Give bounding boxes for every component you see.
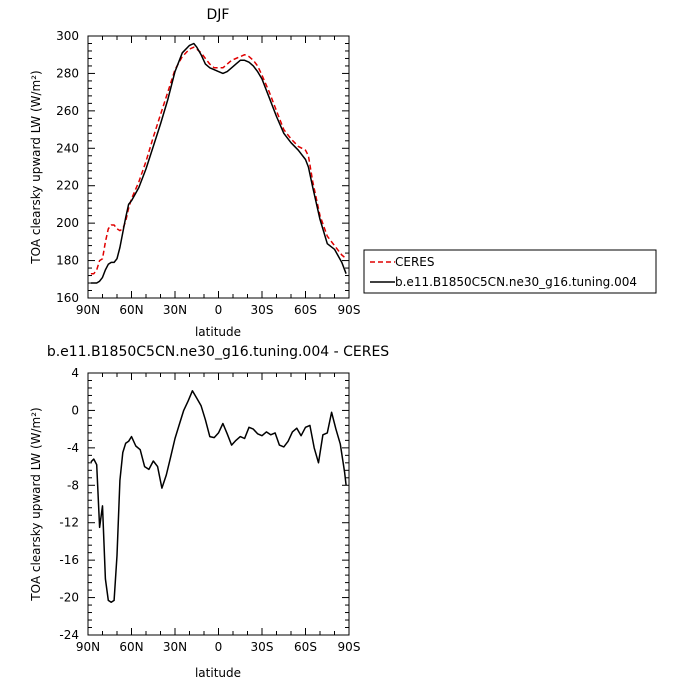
top-x-tick-label-2: 30N [163,303,187,317]
legend-box [363,249,657,294]
bottom-x-tick-label-6: 90S [338,640,361,654]
top-y-tick-label-7: 300 [56,29,79,43]
top-plot-area: 90N 60N 30N 0 30S 60S 90S 160 180 200 220 240 260 280… [56,29,360,317]
bottom-y-tick-label-3: -12 [59,516,79,530]
bottom-series-line-0 [90,390,347,604]
top-y-tick-label-4: 240 [56,141,79,155]
bottom-x-tick-label-1: 60N [119,640,143,654]
bottom-y-tick-label-4: -8 [67,478,79,492]
bottom-x-tick-label-4: 30S [251,640,274,654]
bottom-y-tick-label-6: 0 [71,403,79,417]
legend-label-model: b.e11.B1850C5CN.ne30_g16.tuning.004 [395,275,637,289]
bottom-x-axis-label: latitude [195,666,241,680]
top-y-tick-label-5: 260 [56,104,79,118]
top-y-tick-label-6: 280 [56,66,79,80]
bottom-plot-area: 90N 60N 30N 0 30S 60S 90S -24 -20 -16 -12 -8 -4 0 4 [59,366,360,654]
bottom-plot-frame [87,372,350,636]
top-y-tick-label-3: 220 [56,179,79,193]
top-x-tick-label-0: 90N [76,303,100,317]
top-series-line-1 [90,42,347,284]
legend: CERES b.e11.B1850C5CN.ne30_g16.tuning.00… [363,249,657,294]
top-x-tick-label-6: 90S [338,303,361,317]
top-y-tick-label-2: 200 [56,216,79,230]
top-y-axis-label: TOA clearsky upward LW (W/m²) [29,70,43,264]
top-x-axis-label: latitude [195,325,241,339]
top-x-tick-label-1: 60N [119,303,143,317]
bottom-x-tick-label-0: 90N [76,640,100,654]
top-y-tick-label-1: 180 [56,254,79,268]
top-x-tick-label-5: 60S [294,303,317,317]
bottom-y-tick-label-7: 4 [71,366,79,380]
bottom-y-tick-label-5: -4 [67,441,79,455]
top-chart-title: DJF [207,7,230,23]
bottom-y-tick-label-2: -16 [59,553,79,567]
bottom-y-axis-label: TOA clearsky upward LW (W/m²) [29,407,43,601]
bottom-x-tick-label-2: 30N [163,640,187,654]
legend-label-ceres: CERES [395,255,435,269]
top-y-tick-label-0: 160 [56,291,79,305]
bottom-y-tick-label-0: -24 [59,628,79,642]
bottom-panel: b.e11.B1850C5CN.ne30_g16.tuning.004 - CE… [29,344,389,680]
bottom-y-tick-label-1: -20 [59,591,79,605]
bottom-chart-title: b.e11.B1850C5CN.ne30_g16.tuning.004 - CE… [47,344,389,360]
bottom-x-tick-label-5: 60S [294,640,317,654]
top-x-tick-label-3: 0 [215,303,223,317]
bottom-x-tick-label-3: 0 [215,640,223,654]
top-x-tick-label-4: 30S [251,303,274,317]
top-series-line-0 [90,46,347,275]
top-panel: DJF 90N 60N 30N 0 30S 60S 90S 160 180 200 220 240 26… [29,7,657,339]
